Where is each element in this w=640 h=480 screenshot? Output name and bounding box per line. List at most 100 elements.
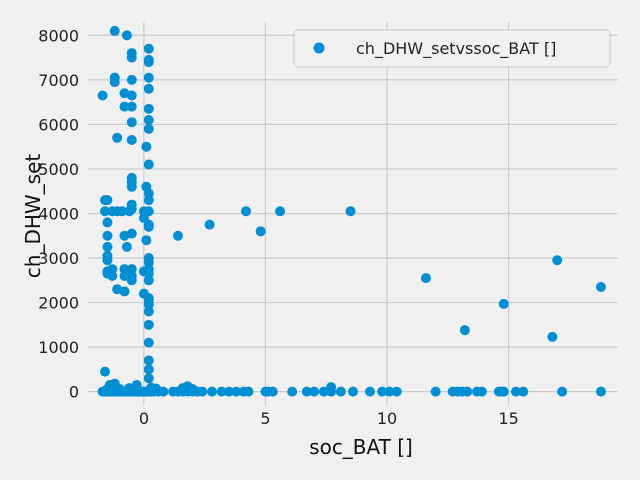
data-point (97, 90, 108, 101)
y-tick-label: 0 (69, 383, 79, 402)
data-point (112, 132, 123, 143)
data-point (309, 386, 320, 397)
data-point (117, 206, 128, 217)
data-point (119, 286, 130, 297)
data-point (187, 383, 198, 394)
data-point (141, 235, 152, 246)
data-point (267, 386, 278, 397)
data-point (100, 366, 111, 377)
x-tick-labels: 0 5 10 15 (139, 409, 519, 428)
data-point (384, 386, 395, 397)
data-point (348, 386, 358, 397)
legend-box (293, 29, 611, 68)
data-point (102, 255, 113, 266)
data-point (518, 386, 529, 397)
data-point (126, 275, 137, 286)
data-point (124, 383, 135, 394)
data-point (510, 386, 521, 397)
data-point (204, 219, 215, 230)
data-point (430, 386, 441, 397)
data-point (231, 386, 242, 397)
data-point (100, 206, 111, 217)
data-point (109, 25, 120, 36)
data-point (365, 386, 376, 397)
data-point (241, 206, 252, 217)
data-point (119, 270, 130, 281)
data-point (143, 114, 154, 125)
data-point (243, 386, 254, 397)
data-point (595, 281, 606, 292)
y-tick-labels: 0 1000 2000 3000 4000 5000 6000 7000 8000 (38, 26, 79, 401)
data-point (326, 382, 337, 393)
data-point (126, 181, 137, 192)
data-point (255, 226, 266, 237)
data-point (126, 135, 137, 146)
data-point (126, 52, 137, 63)
data-point (143, 83, 154, 94)
data-point (143, 159, 154, 170)
data-point (109, 77, 120, 88)
data-point (498, 298, 509, 309)
data-point (143, 306, 154, 317)
data-point (143, 337, 154, 348)
data-point (420, 273, 431, 284)
data-point (391, 386, 402, 397)
data-point (119, 101, 130, 112)
y-tick-label: 6000 (38, 115, 79, 134)
data-point (216, 386, 227, 397)
data-point (121, 30, 132, 41)
legend-label: ch_DHW_setvssoc_BAT [] (356, 39, 556, 59)
data-point (143, 43, 154, 54)
data-point (143, 195, 154, 206)
data-point (224, 386, 235, 397)
data-point (143, 103, 154, 114)
data-point (345, 206, 356, 217)
data-point (377, 386, 388, 397)
x-tick-label: 5 (260, 409, 270, 428)
data-point (143, 275, 154, 286)
data-point (143, 373, 154, 384)
data-point (557, 386, 568, 397)
x-tick-label: 0 (139, 409, 149, 428)
data-point (143, 57, 154, 68)
data-point (102, 217, 113, 228)
data-point (143, 355, 154, 366)
data-point (143, 319, 154, 330)
data-point (595, 386, 606, 397)
data-point (476, 386, 487, 397)
data-point (462, 386, 473, 397)
data-point (151, 383, 162, 394)
data-point (126, 228, 137, 239)
data-point (143, 72, 154, 83)
data-point (498, 386, 509, 397)
data-point (114, 383, 125, 394)
data-point (335, 386, 346, 397)
data-point (126, 101, 137, 112)
data-point (172, 230, 183, 241)
data-point (287, 386, 298, 397)
data-point (126, 74, 137, 85)
y-tick-label: 3000 (38, 249, 79, 268)
data-point (126, 90, 137, 101)
y-tick-label: 2000 (38, 294, 79, 313)
data-point (131, 383, 142, 394)
y-tick-label: 7000 (38, 71, 79, 90)
data-point (143, 364, 154, 375)
data-point (102, 383, 113, 394)
data-point (107, 264, 118, 275)
y-tick-label: 1000 (38, 338, 79, 357)
data-point (126, 204, 137, 215)
data-point (102, 230, 113, 241)
x-tick-label: 10 (377, 409, 397, 428)
data-point (552, 255, 563, 266)
data-point (275, 206, 286, 217)
data-point (102, 195, 113, 206)
data-point (197, 386, 208, 397)
legend-marker (313, 42, 325, 54)
data-point (121, 241, 132, 252)
data-point (143, 123, 154, 134)
data-point (301, 386, 312, 397)
data-points (97, 25, 606, 397)
